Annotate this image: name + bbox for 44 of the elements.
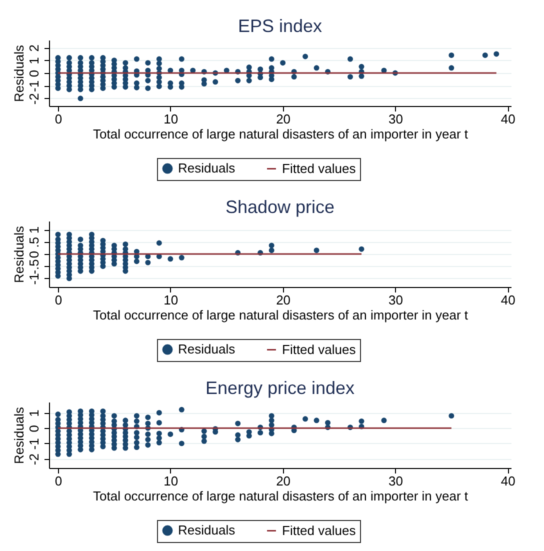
x-tick-label: 30 [388, 292, 403, 308]
legend-label: Fitted values [282, 160, 356, 176]
y-axis-title: Residuals [12, 225, 26, 284]
x-tick-label: 40 [500, 112, 516, 126]
chart-title: EPS index [238, 16, 322, 36]
y-axis-title: Residuals [12, 44, 26, 102]
y-tick-label: -1 [26, 80, 42, 92]
y-tick-label: 2 [26, 44, 42, 52]
chart-title: Shadow price [225, 197, 335, 217]
x-tick-label: 0 [54, 292, 62, 308]
y-tick-label: 0 [26, 250, 42, 258]
x-axis-title: Total occurrence of large natural disasters of an importer in year t [92, 488, 468, 504]
legend-label: Fitted values [282, 342, 356, 357]
x-tick-label: 40 [500, 292, 516, 308]
x-tick-label: 20 [276, 474, 291, 488]
legend-label: Residuals [178, 342, 236, 357]
legend-label: Residuals [178, 160, 236, 176]
x-tick-label: 10 [164, 474, 178, 488]
y-tick-label: -.5 [26, 259, 42, 274]
x-tick-label: 10 [164, 292, 178, 308]
y-tick-label: .5 [26, 236, 42, 248]
x-tick-label: 40 [500, 474, 516, 488]
y-tick-label: 0 [26, 424, 42, 432]
legend-label: Fitted values [282, 522, 356, 538]
x-tick-label: 30 [388, 112, 403, 126]
y-tick-label: -2 [26, 93, 42, 105]
chart-title: Energy price index [205, 378, 355, 398]
y-tick-label: 1 [26, 226, 42, 234]
y-tick-label: 1 [26, 410, 42, 417]
x-tick-label: 20 [276, 292, 291, 308]
x-tick-label: 10 [164, 112, 178, 126]
x-axis-title: Total occurrence of large natural disasters of an importer in year t [92, 126, 468, 142]
legend-label: Residuals [178, 522, 236, 538]
x-tick-label: 20 [276, 112, 291, 126]
y-tick-label: 1 [26, 57, 42, 64]
y-tick-label: -1 [26, 438, 42, 450]
x-axis-title: Total occurrence of large natural disasters of an importer in year t [92, 308, 468, 322]
y-tick-label: -2 [26, 454, 42, 466]
y-axis-title: Residuals [12, 406, 26, 464]
x-tick-label: 30 [388, 474, 403, 488]
y-tick-label: 0 [26, 70, 42, 78]
y-tick-label: -1 [26, 273, 42, 285]
x-tick-label: 0 [54, 474, 62, 488]
x-tick-label: 0 [54, 112, 62, 126]
